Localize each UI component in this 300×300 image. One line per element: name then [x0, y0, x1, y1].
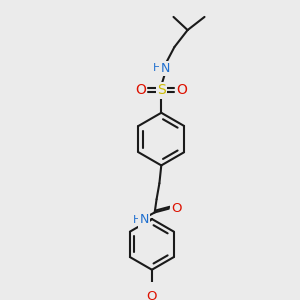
Text: O: O: [147, 290, 157, 300]
Text: O: O: [135, 83, 146, 97]
Text: H: H: [153, 63, 162, 73]
Text: O: O: [176, 83, 188, 97]
Text: N: N: [160, 62, 170, 75]
Text: N: N: [140, 213, 149, 226]
Text: H: H: [133, 215, 141, 225]
Text: S: S: [157, 83, 166, 97]
Text: O: O: [171, 202, 181, 215]
